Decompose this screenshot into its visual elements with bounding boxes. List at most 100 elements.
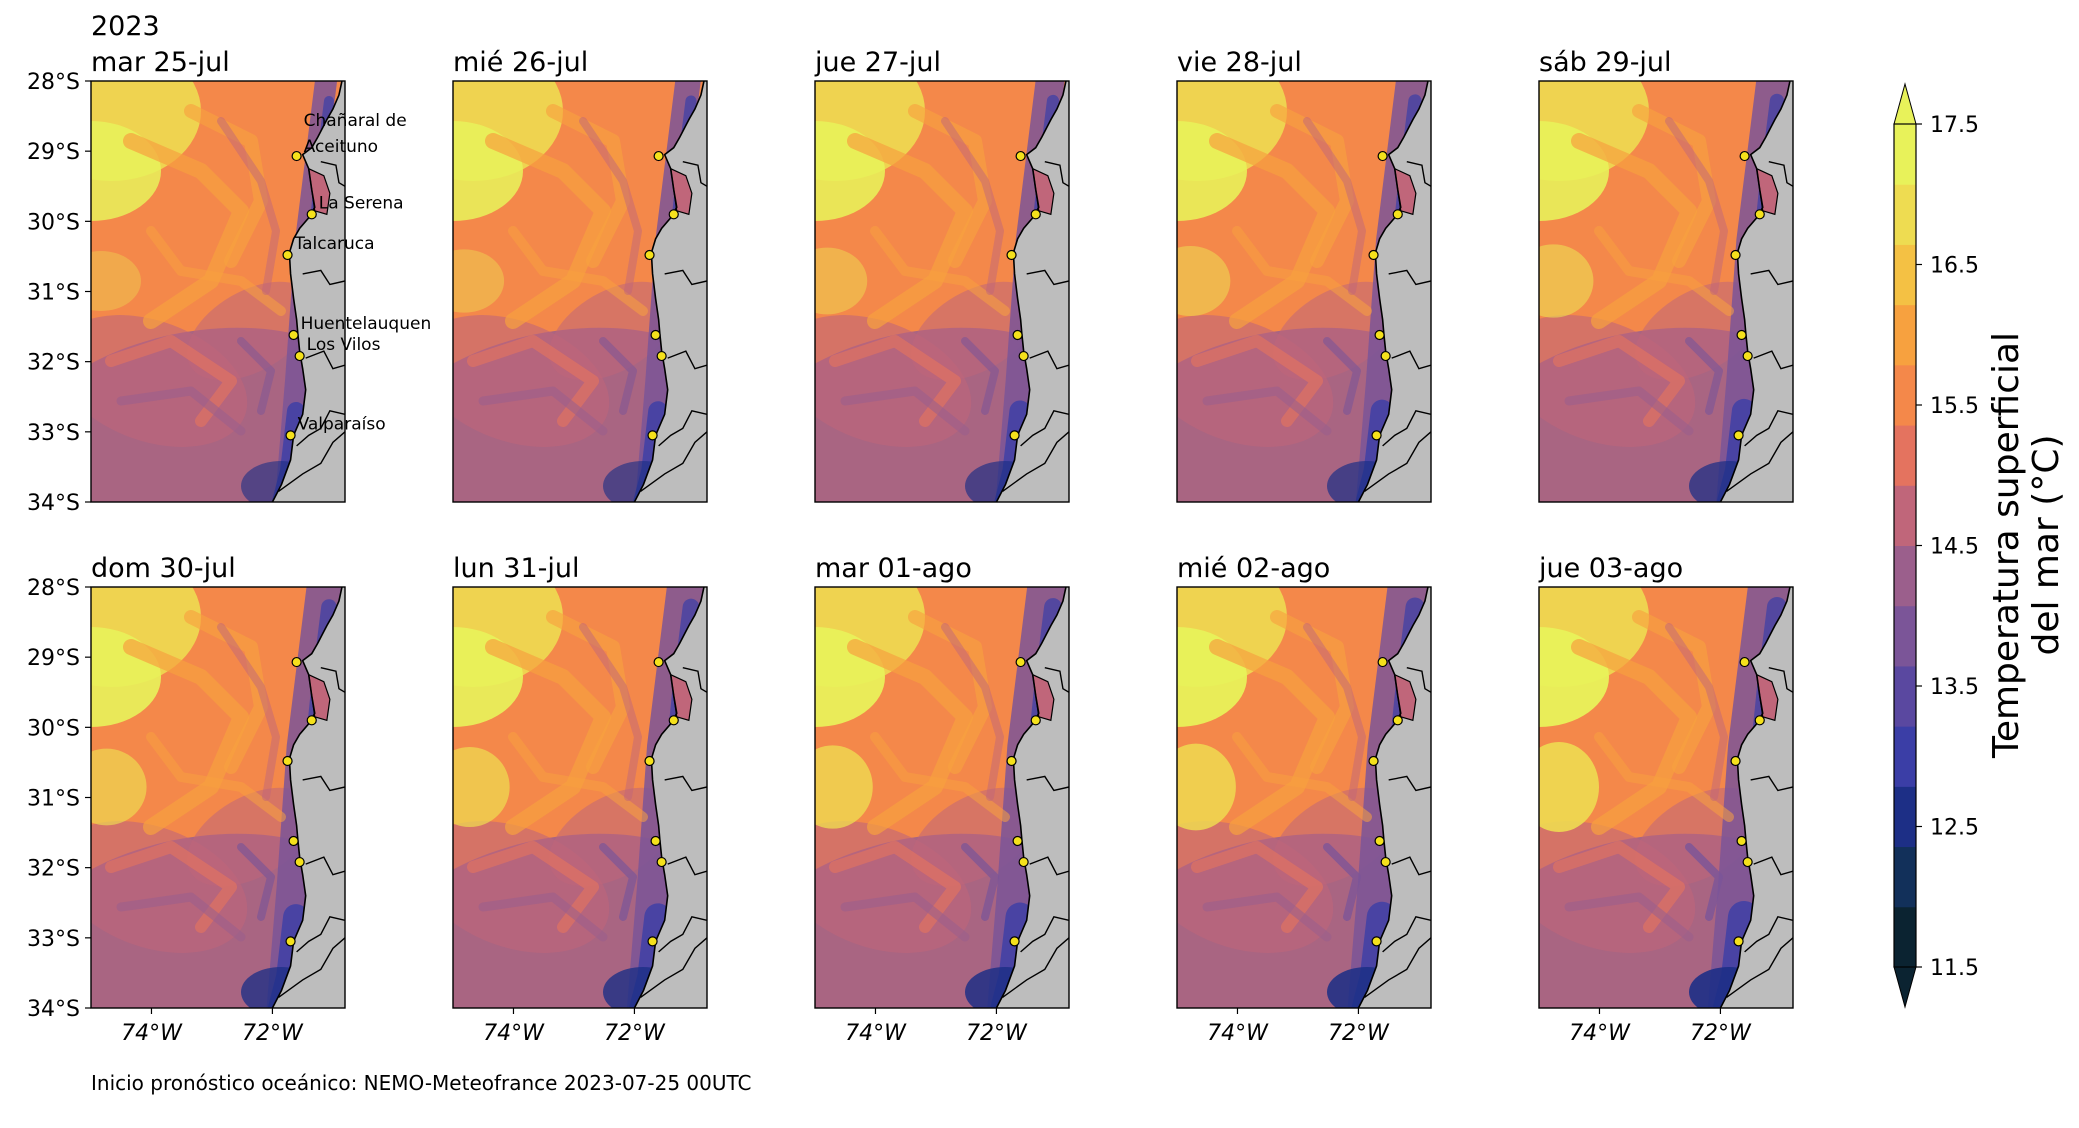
location-marker [653,656,664,668]
sst-filament [1594,732,1734,822]
y-tick-label: 31°S [27,281,80,306]
admin-border [1753,350,1793,370]
x-tick-label: 74°W [1207,1021,1269,1046]
admin-border [1406,667,1431,693]
colorbar-max-extension [1893,82,1917,125]
panel-date-title: jue 03-ago [1538,553,1683,584]
coastline [1719,587,1791,1008]
sst-filament [1564,892,1694,942]
sst-filament [508,226,648,316]
y-tick-label: 32°S [27,857,80,882]
sst-field [453,587,707,1008]
sst-field-region [91,748,147,826]
sst-filament [217,117,280,295]
colorbar-min-extension [1893,966,1917,1009]
sst-filament [599,843,637,921]
location-marker [288,329,299,341]
map-panel: vie 28-jul [1176,47,1432,503]
y-tick-label: 34°S [27,997,80,1022]
location-marker [1739,150,1750,162]
panel-frame [1538,80,1794,503]
location-label: Huentelauquen [301,314,432,334]
y-tick-label: 28°S [27,576,80,601]
sst-filament [467,841,599,933]
location-marker [306,715,317,726]
x-tick-label: 74°W [845,1021,907,1046]
sst-field-region [1177,246,1231,316]
sst-filament [840,892,970,942]
location-marker [291,656,302,668]
sst-field-region [453,747,510,827]
admin-border [1391,856,1431,876]
sst-field-region [453,249,505,313]
sst-filament [1209,639,1335,835]
sst-filament [1232,732,1372,822]
location-marker [1392,715,1403,726]
sst-field [453,81,707,502]
coastline [1357,587,1429,1008]
y-tick-label: 30°S [27,716,80,741]
sst-filament [961,337,999,415]
sst-filament [829,335,961,427]
sst-filament [116,386,246,436]
colorbar-label: Temperatura superficial del mar (°C) [1986,332,2067,759]
sst-filament [579,117,642,295]
admin-border [305,350,345,370]
location-marker [1733,936,1744,947]
sst-filament [1303,117,1366,295]
sst-filament [1685,337,1723,415]
location-marker [653,150,664,162]
year-label: 2023 [91,11,160,42]
sst-filament [467,335,599,427]
sst-filament [217,623,280,801]
location-label: Chañaral de [304,111,407,131]
colorbar-segment [1894,665,1916,727]
map-panel: mar 01-ago 74°W 72°W [814,553,1070,1046]
sst-field-region [815,745,873,829]
admin-border [296,915,345,953]
y-tick-label: 34°S [27,491,80,516]
sst-filament [146,226,286,316]
sst-filament [1209,133,1335,329]
sst-filament [1665,117,1728,295]
sst-filament [870,226,1010,316]
sst-filament [116,892,246,942]
colorbar-segment [1894,425,1916,486]
colorbar-segment [1894,485,1916,546]
footer-note: Inicio pronóstico oceánico: NEMO-Meteofr… [91,1071,752,1095]
admin-border [1026,269,1069,286]
panel-frame [1176,586,1432,1009]
colorbar-segment [1894,726,1916,787]
colorbar-segment [1894,364,1916,426]
admin-border [1364,431,1431,493]
admin-border [320,161,345,187]
colorbar-segment [1894,786,1916,848]
colorbar-segment [1894,304,1916,366]
location-marker [1730,249,1741,261]
admin-border [296,409,345,447]
location-marker [1374,835,1385,847]
colorbar-tick-label: 16.5 [1930,254,1979,279]
admin-border [1002,937,1069,999]
sst-field [1177,587,1431,1008]
x-tick-label: 72°W [966,1021,1028,1046]
admin-border [667,350,707,370]
admin-border [320,667,345,693]
admin-border [278,431,345,493]
panel-date-title: jue 27-jul [814,47,941,78]
panel-date-title: vie 28-jul [1177,47,1302,78]
admin-border [658,915,707,953]
colorbar-tick-label: 15.5 [1930,394,1979,419]
sst-filament [847,639,973,835]
location-marker [668,715,679,726]
sst-field [815,81,1069,502]
admin-border [1744,915,1793,953]
location-marker [285,936,296,947]
coastline [995,81,1067,502]
sst-filament [941,117,1004,295]
location-marker [294,856,305,868]
location-label: Talcaruca [294,234,375,254]
location-marker [656,856,667,868]
location-marker [1754,209,1765,220]
colorbar-segment [1894,846,1916,908]
